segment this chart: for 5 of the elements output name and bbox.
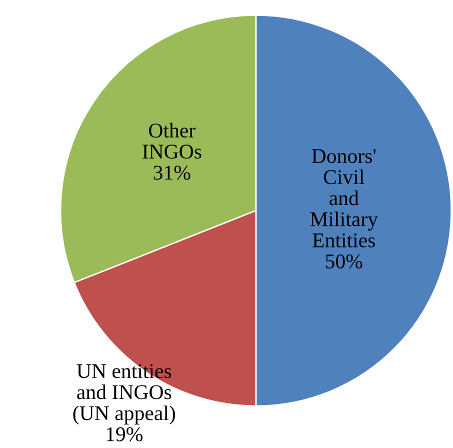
data-label: 31% bbox=[154, 166, 190, 180]
data-label: 50% bbox=[326, 254, 362, 269]
slice-label: Other INGOs bbox=[142, 122, 202, 159]
slice-label: Donors' Civil and Military Entities bbox=[310, 149, 378, 248]
data-label: 19% bbox=[106, 427, 143, 442]
